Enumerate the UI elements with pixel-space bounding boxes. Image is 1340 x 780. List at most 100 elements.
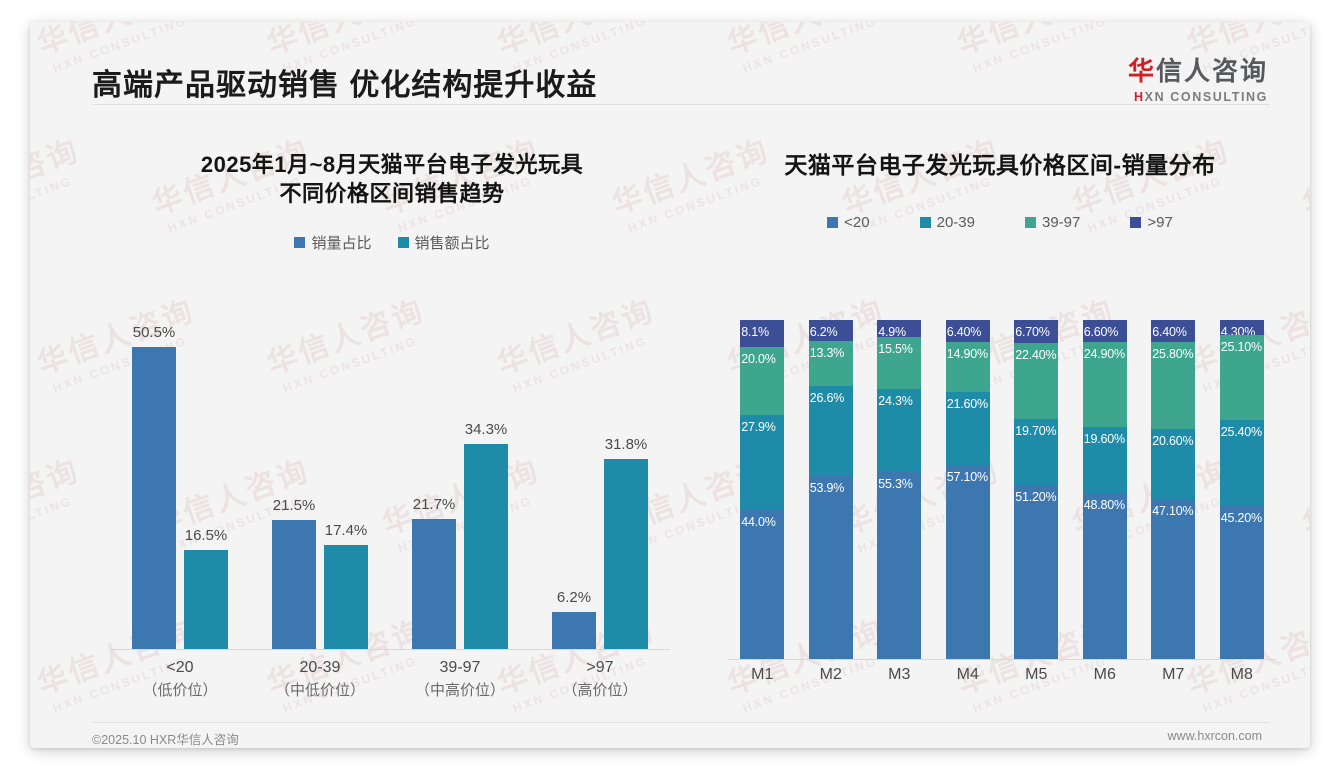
bar-value-label: 31.8% [604, 435, 648, 453]
stack-segment-label: 20.0% [741, 352, 776, 367]
left-chart-bar-groups: 50.5% 16.5% 21.5% 17.4% 21.7% 34.3% 6.2% 31.8% [110, 320, 670, 649]
right-chart-legend-item[interactable]: <20 [827, 214, 870, 231]
stack-segment[interactable]: 21.60% [945, 392, 990, 466]
x-axis-label-main: 39-97 [439, 659, 481, 676]
left-chart-x-axis [110, 649, 670, 650]
bar[interactable]: 6.2% [552, 589, 596, 649]
stack-segment[interactable]: 19.70% [1014, 418, 1059, 486]
stack-segment-label: 13.3% [809, 346, 845, 361]
stack-segment-label: 6.70% [1015, 325, 1050, 339]
right-chart-legend-item[interactable]: >97 [1130, 214, 1173, 231]
logo-en-highlight: H [1134, 90, 1145, 104]
bar[interactable]: 17.4% [324, 522, 368, 649]
stack-segment[interactable]: 6.60% [1082, 320, 1127, 343]
stack-segment[interactable]: 57.10% [945, 465, 990, 659]
stack-segment[interactable]: 6.2% [808, 320, 853, 342]
bar[interactable]: 34.3% [464, 421, 508, 649]
stack-segment[interactable]: 6.40% [1151, 320, 1196, 342]
stacked-bar[interactable]: 6.40% 25.80% 20.60% 47.10% [1151, 320, 1196, 659]
stack-segment[interactable]: 25.10% [1219, 334, 1264, 420]
stack-segment[interactable]: 4.9% [877, 320, 922, 339]
stack-segment[interactable]: 24.90% [1082, 342, 1127, 427]
logo-cn-highlight: 华 [1127, 56, 1156, 86]
stack-segment[interactable]: 25.80% [1151, 341, 1196, 430]
stack-segment[interactable]: 19.60% [1082, 426, 1127, 494]
stack-segment[interactable]: 44.0% [740, 509, 785, 659]
bar[interactable]: 16.5% [184, 527, 228, 649]
stacked-bar[interactable]: 6.2% 13.3% 26.6% 53.9% [808, 320, 853, 659]
stack-segment[interactable]: 14.90% [945, 341, 990, 393]
bar[interactable]: 31.8% [604, 436, 648, 649]
stack-segment[interactable]: 51.20% [1014, 485, 1059, 659]
stack-segment-label: 15.5% [878, 341, 913, 356]
left-chart-title-line2: 不同价格区间销售趋势 [279, 181, 505, 207]
stack-segment[interactable]: 55.3% [877, 471, 922, 659]
stack-segment-label: 47.10% [1152, 503, 1194, 518]
x-axis-label: M3 [888, 666, 911, 683]
stack-segment[interactable]: 47.10% [1151, 498, 1196, 659]
stack-segment-label: 6.40% [1152, 325, 1187, 339]
stacked-column: 6.70% 22.40% 19.70% 51.20% [1002, 320, 1071, 659]
legend-label: 20-39 [936, 214, 975, 232]
stacked-bar[interactable]: 8.1% 20.0% 27.9% 44.0% [740, 320, 785, 659]
stack-segment-label: 25.10% [1220, 339, 1262, 354]
stack-segment[interactable]: 8.1% [740, 320, 785, 348]
stack-segment-label: 25.40% [1220, 424, 1262, 439]
company-logo: 华信人咨询 HXN CONSULTING [1128, 58, 1268, 104]
stacked-bar[interactable]: 6.60% 24.90% 19.60% 48.80% [1082, 320, 1127, 659]
stacked-column: 6.60% 24.90% 19.60% 48.80% [1071, 320, 1140, 659]
x-axis-label: 20-39 （中低价位） [250, 656, 390, 703]
footer-divider [92, 722, 1270, 723]
left-chart-title-line1: 2025年1月~8月天猫平台电子发光玩具 [200, 152, 584, 177]
x-axis-label: <20 （低价位） [110, 656, 250, 703]
bar[interactable]: 21.7% [412, 496, 456, 649]
stack-segment[interactable]: 20.0% [740, 347, 785, 416]
right-chart-legend-item[interactable]: 39-97 [1025, 214, 1080, 231]
stacked-bar[interactable]: 4.9% 15.5% 24.3% 55.3% [877, 320, 922, 659]
stack-segment-label: 25.80% [1152, 346, 1194, 361]
bar[interactable]: 50.5% [132, 324, 176, 649]
stack-segment[interactable]: 4.30% [1219, 320, 1264, 339]
stack-segment[interactable]: 25.40% [1219, 419, 1264, 506]
stack-segment-label: 20.60% [1152, 434, 1194, 449]
stack-segment-label: 14.90% [946, 346, 988, 361]
stack-segment-label: 21.60% [946, 397, 988, 412]
legend-swatch-icon [827, 217, 839, 229]
x-axis-label: M6 [1093, 666, 1116, 683]
right-chart-stacked-columns: 8.1% 20.0% 27.9% 44.0% 6.2% 13.3% 26.6% 53.9% 4.… [728, 320, 1276, 659]
x-axis-label-sub: （中低价位） [274, 682, 365, 699]
left-chart-legend-item[interactable]: 销量占比 [294, 232, 372, 253]
stacked-column: 6.2% 13.3% 26.6% 53.9% [797, 320, 866, 659]
stack-segment-label: 6.40% [946, 325, 982, 339]
left-chart-legend-item[interactable]: 销售额占比 [397, 232, 490, 253]
stack-segment[interactable]: 45.20% [1219, 505, 1264, 659]
stack-segment[interactable]: 13.3% [808, 341, 853, 387]
x-axis-label-sub: （低价位） [142, 682, 218, 699]
right-chart-legend-item[interactable]: 20-39 [919, 214, 975, 232]
right-chart-panel: 天猫平台电子发光玩具价格区间-销量分布 <20 20-39 39-97 >97 8.1… [720, 150, 1280, 710]
stack-segment-label: 6.2% [809, 325, 838, 339]
stacked-bar[interactable]: 6.70% 22.40% 19.70% 51.20% [1014, 320, 1059, 659]
stack-segment[interactable]: 24.3% [877, 389, 922, 472]
stack-segment[interactable]: 53.9% [808, 476, 853, 659]
stack-segment[interactable]: 26.6% [808, 386, 853, 477]
stack-segment[interactable]: 6.70% [1014, 320, 1059, 343]
bar-value-label: 17.4% [324, 521, 368, 539]
bar-value-label: 21.7% [412, 496, 456, 514]
bar-group: 50.5% 16.5% [110, 320, 250, 649]
stack-segment[interactable]: 15.5% [877, 336, 922, 390]
stacked-column: 6.40% 25.80% 20.60% 47.10% [1139, 320, 1208, 659]
stack-segment[interactable]: 48.80% [1082, 493, 1127, 659]
stack-segment[interactable]: 22.40% [1014, 342, 1059, 419]
stack-segment[interactable]: 6.40% [945, 320, 990, 342]
stacked-bar[interactable]: 4.30% 25.10% 25.40% 45.20% [1219, 320, 1264, 659]
bar[interactable]: 21.5% [272, 497, 316, 649]
stack-segment[interactable]: 20.60% [1151, 429, 1196, 499]
stacked-bar[interactable]: 6.40% 14.90% 21.60% 57.10% [945, 320, 990, 659]
stack-segment[interactable]: 27.9% [740, 415, 785, 510]
right-chart-legend: <20 20-39 39-97 >97 [720, 214, 1280, 231]
